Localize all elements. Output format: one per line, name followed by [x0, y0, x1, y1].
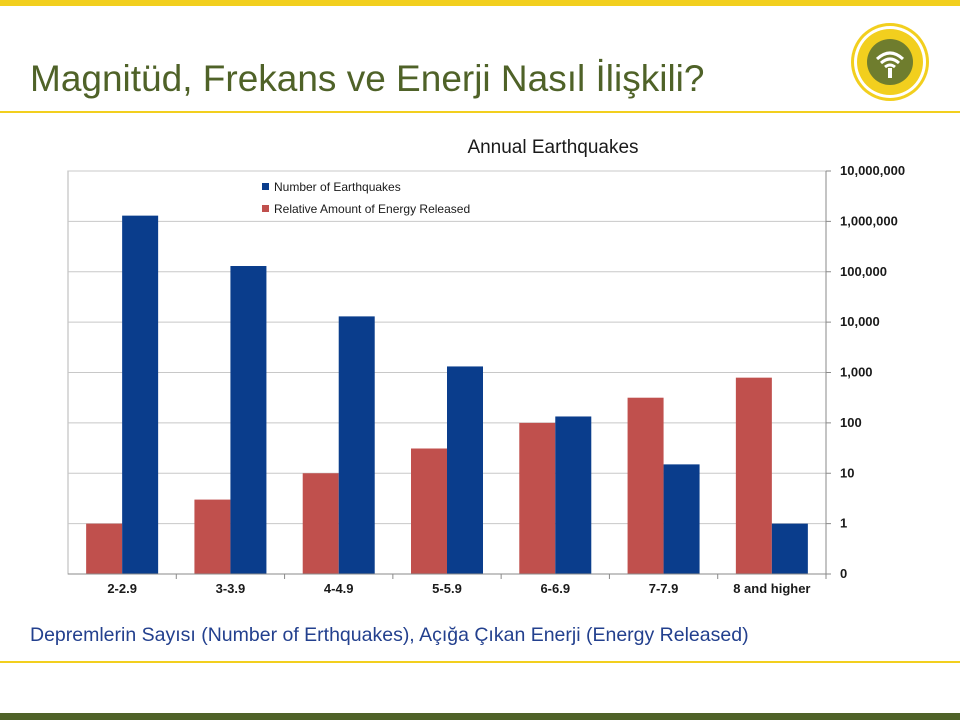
- bar-relative-amount-of-energy-released-4-4-9: [302, 473, 339, 574]
- bar-relative-amount-of-energy-released-2-2-9: [86, 523, 123, 574]
- y-tick-label-8: 10,000,000: [840, 163, 905, 178]
- y-tick-label-0: 0: [840, 566, 847, 581]
- x-tick-label-7-7-9: 7-7.9: [649, 581, 679, 596]
- legend-swatch-number-of-earthquakes: [262, 183, 269, 190]
- title-divider: [0, 111, 960, 113]
- x-tick-label-5-5-9: 5-5.9: [432, 581, 462, 596]
- legend-label-energy-released: Relative Amount of Energy Released: [274, 202, 470, 216]
- bar-relative-amount-of-energy-released-3-3-9: [194, 499, 231, 574]
- bar-number-of-earthquakes-6-6-9: [555, 416, 592, 574]
- x-tick-label-8-and-higher: 8 and higher: [733, 581, 810, 596]
- y-tick-label-7: 1,000,000: [840, 213, 898, 228]
- bar-number-of-earthquakes-5-5-9: [447, 366, 483, 574]
- caption-divider: [0, 661, 960, 663]
- bar-number-of-earthquakes-8-and-higher: [771, 523, 808, 574]
- legend-label-number-of-earthquakes: Number of Earthquakes: [274, 180, 401, 194]
- x-tick-label-2-2-9: 2-2.9: [107, 581, 137, 596]
- slide-caption: Depremlerin Sayısı (Number of Erthquakes…: [30, 624, 749, 646]
- bar-number-of-earthquakes-7-7-9: [663, 464, 700, 574]
- x-tick-label-6-6-9: 6-6.9: [540, 581, 570, 596]
- y-tick-label-3: 100: [840, 415, 862, 430]
- bar-number-of-earthquakes-4-4-9: [338, 316, 375, 574]
- y-tick-label-2: 10: [840, 465, 854, 480]
- slide-title: Magnitüd, Frekans ve Enerji Nasıl İlişki…: [30, 58, 705, 99]
- y-tick-label-6: 100,000: [840, 264, 887, 279]
- university-seal-logo: [851, 23, 929, 101]
- bar-number-of-earthquakes-2-2-9: [122, 215, 159, 574]
- chart-legend: Number of Earthquakes Relative Amount of…: [262, 180, 470, 216]
- y-tick-label-4: 1,000: [840, 365, 873, 380]
- bar-relative-amount-of-energy-released-5-5-9: [411, 448, 447, 574]
- bar-number-of-earthquakes-3-3-9: [230, 266, 267, 574]
- legend-swatch-energy-released: [262, 205, 269, 212]
- y-tick-label-5: 10,000: [840, 314, 880, 329]
- x-tick-label-3-3-9: 3-3.9: [216, 581, 246, 596]
- bar-relative-amount-of-energy-released-7-7-9: [627, 397, 664, 574]
- bar-relative-amount-of-energy-released-6-6-9: [519, 422, 556, 574]
- bars: [86, 215, 808, 574]
- y-tick-label-1: 1: [840, 516, 847, 531]
- bar-relative-amount-of-energy-released-8-and-higher: [735, 377, 772, 574]
- x-tick-label-4-4-9: 4-4.9: [324, 581, 354, 596]
- bottom-accent-bar: [0, 713, 960, 720]
- top-accent-bar: [0, 0, 960, 6]
- chart-title: Annual Earthquakes: [467, 137, 638, 158]
- axes: 0 1 10 100 1,000 10,000 100,000 1,000,000 10,000…: [68, 163, 905, 596]
